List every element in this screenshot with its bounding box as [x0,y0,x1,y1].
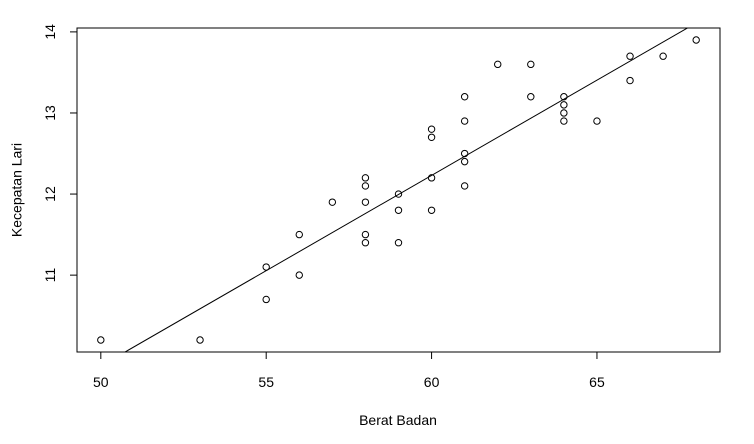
point [295,230,303,239]
point [593,117,601,125]
point [394,190,403,198]
plot-box [76,27,721,353]
point [361,174,370,182]
point [328,198,337,206]
x-tick-label: 60 [424,374,440,390]
point [692,36,700,44]
point [494,60,502,69]
x-axis-label: Berat Badan [359,412,437,428]
point [427,206,436,214]
point [460,182,469,190]
point [527,93,535,101]
point [394,239,403,247]
point [460,93,469,101]
y-axis-label: Kecepatan Lari [9,143,25,237]
x-tick-label: 65 [589,374,605,390]
point [295,271,303,279]
point [427,125,436,133]
point [361,198,370,206]
y-tick-label: 11 [42,268,58,283]
y-tick-label: 14 [42,24,58,40]
point [196,336,204,344]
point [560,117,568,125]
x-tick-label: 50 [93,374,109,390]
point [427,133,436,141]
point [626,52,634,60]
point [560,101,568,109]
x-tick-label: 55 [258,374,274,390]
point [460,117,469,125]
point [626,76,634,85]
y-tick-label: 12 [42,186,58,202]
regression-line [124,28,689,352]
point [560,109,568,117]
y-tick-label: 13 [42,105,58,121]
point [361,230,370,239]
point [560,93,568,101]
regression-group [124,28,689,352]
point [361,239,370,247]
point [460,149,469,158]
point [262,295,270,304]
point [361,182,370,190]
point [394,206,403,214]
point [97,336,105,344]
point [527,60,535,69]
point [460,157,469,166]
point [427,174,436,182]
point [659,52,667,60]
